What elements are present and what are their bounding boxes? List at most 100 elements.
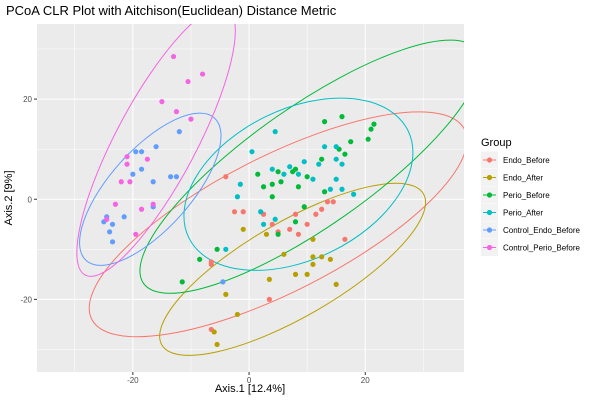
y-tick-label: -20 [20,295,32,304]
point-endo-after [310,236,316,242]
point-perio-before [339,114,345,120]
point-endo-before [342,236,348,242]
x-tick-label: 20 [361,376,370,385]
point-perio-before [365,136,371,142]
point-control-perio-before [118,179,124,185]
point-endo-before [330,199,336,205]
legend-label-perio-before: Perio_Before [503,191,550,200]
point-endo-after [223,291,229,297]
point-perio-after [258,209,264,215]
ellipse-control-perio-before [76,24,236,277]
point-endo-after [327,256,333,262]
point-control-endo-before [138,166,145,172]
point-control-endo-before [133,149,139,155]
y-axis-ticks: -20 0 20 [20,95,37,304]
point-perio-after [287,164,293,170]
point-perio-after [333,176,339,182]
point-perio-before [269,194,275,200]
legend-label-endo-after: Endo_After [503,174,543,183]
legend-label-control-perio-before: Control_Perio_Before [503,244,580,253]
point-perio-after [316,161,322,167]
legend-key-point [486,209,493,216]
point-perio-after [333,144,339,150]
ellipse-endo-before [88,111,464,338]
point-control-endo-before [220,279,226,285]
point-control-endo-before [176,129,182,135]
point-perio-before [292,166,299,172]
point-perio-before [304,174,310,180]
point-control-endo-before [107,229,113,235]
point-perio-after [249,149,255,155]
point-perio-before [278,179,284,185]
point-endo-before [324,199,331,205]
ellipse-perio-after [183,97,414,271]
ellipse-control-endo-before [79,112,222,266]
point-control-endo-before [173,174,180,180]
point-control-perio-before [199,71,206,77]
point-endo-after [240,226,246,232]
y-tick-label: 20 [23,95,32,104]
point-endo-after [266,276,272,282]
point-control-perio-before [104,216,110,222]
point-control-perio-before [138,206,145,212]
point-control-perio-before [170,53,177,60]
y-tick-label: 0 [28,195,33,204]
point-control-perio-before [173,109,180,115]
point-perio-before [371,121,377,127]
point-perio-before [348,139,354,145]
point-perio-after [301,159,307,165]
legend-key-point [486,192,493,198]
legend-key-point [486,244,493,251]
point-perio-after [351,191,357,197]
point-control-perio-before [150,201,156,207]
point-control-endo-before [109,239,116,245]
point-perio-before [214,246,220,252]
legend-title: Group [481,137,512,149]
point-endo-before [287,226,293,232]
point-control-perio-before [124,161,130,167]
point-perio-after [310,176,316,182]
data-points [101,53,377,348]
point-endo-after [333,281,339,287]
point-endo-after [310,261,316,267]
x-axis-ticks: -20 0 20 [127,372,370,385]
point-endo-before [231,209,238,215]
point-perio-after [237,181,243,187]
ellipse-perio-before [139,39,464,294]
point-endo-before [240,209,246,215]
y-axis-title: Axis.2 [9%] [3,170,15,225]
point-endo-after [292,271,299,277]
point-perio-before [269,181,275,187]
point-endo-after [263,231,270,237]
point-control-perio-before [127,179,133,185]
point-control-perio-before [133,231,139,237]
point-perio-before [321,189,328,195]
legend-key-point [486,174,493,181]
point-endo-before [319,206,325,212]
point-endo-before [304,221,310,227]
major-gridlines [37,24,464,372]
point-control-endo-before [109,221,116,227]
point-endo-before [266,296,272,302]
point-endo-before [292,211,299,217]
point-control-perio-before [188,116,194,122]
confidence-ellipses [76,24,464,356]
ellipse-endo-after [159,182,427,356]
chart-title: PCoA CLR Plot with Aitchison(Euclidean) … [6,3,337,18]
point-control-endo-before [130,171,136,177]
point-perio-before [197,256,203,262]
point-perio-before [255,171,261,177]
x-tick-label: 0 [247,376,252,385]
point-perio-after [260,221,267,227]
point-perio-before [275,231,281,237]
point-perio-before [292,219,299,225]
x-tick-label: -20 [127,376,139,385]
point-control-endo-before [138,149,145,155]
point-perio-after [272,129,278,135]
minor-gridlines [37,24,464,372]
point-endo-after [310,254,316,260]
point-perio-before [260,184,267,190]
point-perio-before [319,156,325,162]
legend-label-control-endo-before: Control_Endo_Before [503,226,580,235]
point-perio-after [339,186,345,192]
